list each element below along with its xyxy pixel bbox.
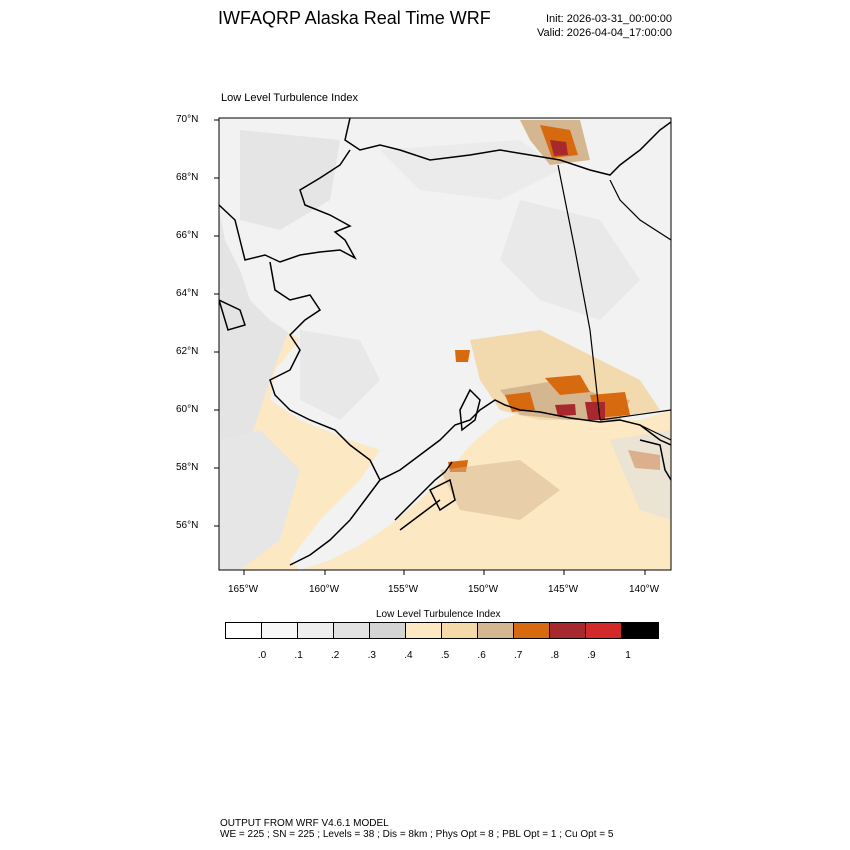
model-footer: OUTPUT FROM WRF V4.6.1 MODEL WE = 225 ; … xyxy=(220,818,613,840)
lat-label-62: 62°N xyxy=(176,346,199,357)
lat-label-60: 60°N xyxy=(176,404,199,415)
alaska-peninsula-coast xyxy=(394,461,453,531)
colorbar-tick-label: .6 xyxy=(477,650,486,661)
colorbar-swatch xyxy=(298,623,334,638)
lat-label-68: 68°N xyxy=(176,172,199,183)
colorbar-tick-label: .1 xyxy=(294,650,303,661)
colorbar-swatch xyxy=(514,623,550,638)
plot-title: Low Level Turbulence Index xyxy=(221,92,358,104)
run-info: Init: 2026-03-31_00:00:00 Valid: 2026-04… xyxy=(537,12,672,40)
lat-label-64: 64°N xyxy=(176,288,199,299)
colorbar-swatch xyxy=(586,623,622,638)
lon-label-145w: 145°W xyxy=(548,584,579,595)
colorbar-tick-label: .2 xyxy=(331,650,340,661)
lat-label-56: 56°N xyxy=(176,520,199,531)
land-shade-nw xyxy=(240,130,340,230)
turb-interior-high xyxy=(455,350,470,362)
land-shade-east xyxy=(500,200,640,320)
colorbar-tick-label: .0 xyxy=(257,650,267,661)
colorbar-tick-label: .8 xyxy=(550,650,559,661)
lat-label-66: 66°N xyxy=(176,230,199,241)
colorbar-swatch xyxy=(442,623,478,638)
turb-brooks-severe xyxy=(550,140,568,156)
colorbar-swatch xyxy=(262,623,298,638)
bering-south-field xyxy=(219,430,300,570)
land-shade-north xyxy=(380,140,560,200)
north-coastline xyxy=(344,118,671,176)
turb-coast-severe-1 xyxy=(585,402,605,420)
turb-coast-high-2 xyxy=(545,375,590,395)
colorbar-swatch xyxy=(370,623,406,638)
main-title: IWFAQRP Alaska Real Time WRF xyxy=(218,8,491,28)
kodiak-island xyxy=(428,478,456,512)
lon-label-140w: 140°W xyxy=(629,584,660,595)
colorbar-tick-label: .5 xyxy=(440,650,450,661)
lat-label-58: 58°N xyxy=(176,462,199,473)
colorbar xyxy=(225,622,659,639)
colorbar-swatch xyxy=(226,623,262,638)
turb-coast-severe-2 xyxy=(555,404,576,416)
footer-line-2: WE = 225 ; SN = 225 ; Levels = 38 ; Dis … xyxy=(220,829,614,840)
longitude-ticks xyxy=(243,570,646,575)
panhandle-grey-patch xyxy=(610,430,671,520)
west-coastline xyxy=(269,261,381,566)
init-time: Init: 2026-03-31_00:00:00 xyxy=(546,13,672,25)
northwest-coastline xyxy=(219,149,357,263)
yukon-border xyxy=(609,179,671,241)
lat-label-70: 70°N xyxy=(176,114,199,125)
south-coastline xyxy=(379,399,671,481)
valid-time: Valid: 2026-04-04_17:00:00 xyxy=(537,27,672,39)
colorbar-tick-label: .7 xyxy=(514,650,523,661)
kenai-coast xyxy=(459,388,481,432)
panhandle-coast xyxy=(639,439,671,481)
colorbar-swatch xyxy=(478,623,514,638)
colorbar-tick-label: .4 xyxy=(404,650,413,661)
gulf-moderate-patch xyxy=(440,460,560,520)
colorbar-swatch xyxy=(550,623,586,638)
map-frame xyxy=(218,117,672,571)
colorbar-swatch xyxy=(406,623,442,638)
colorbar-swatch xyxy=(334,623,370,638)
colorbar-swatch xyxy=(622,623,658,638)
lon-label-150w: 150°W xyxy=(468,584,499,595)
colorbar-tick-label: 1 xyxy=(625,650,631,661)
panhandle-border xyxy=(599,409,671,441)
land-shade-west xyxy=(300,330,380,420)
colorbar-tick-label: .3 xyxy=(367,650,376,661)
lon-label-160w: 160°W xyxy=(309,584,340,595)
footer-line-1: OUTPUT FROM WRF V4.6.1 MODEL xyxy=(220,818,389,829)
colorbar-title: Low Level Turbulence Index xyxy=(376,609,501,620)
latitude-ticks xyxy=(214,119,219,527)
colorbar-tick-label: .9 xyxy=(587,650,596,661)
canada-border xyxy=(557,164,601,421)
island-1 xyxy=(219,299,246,331)
lon-label-165w: 165°W xyxy=(228,584,259,595)
map-area xyxy=(219,118,671,570)
lon-label-155w: 155°W xyxy=(388,584,419,595)
